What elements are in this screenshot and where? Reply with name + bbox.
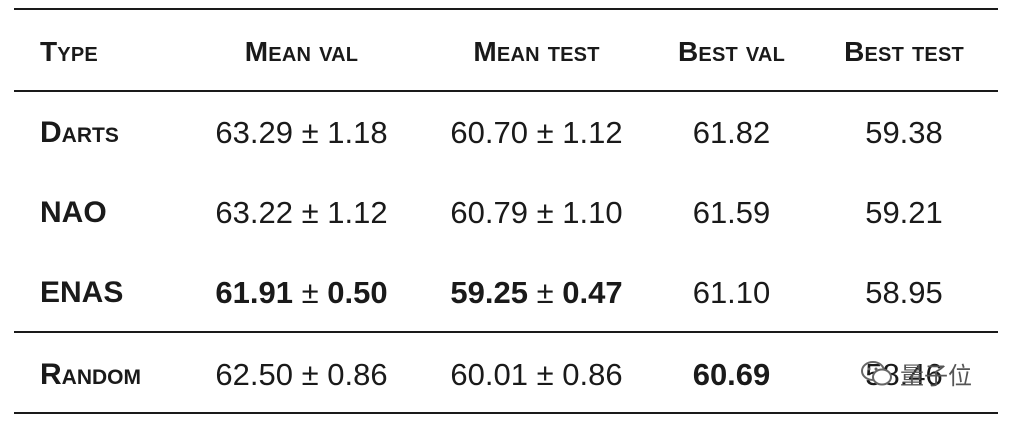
mean-val-std: 1.12 — [327, 195, 388, 230]
mean-val-value: 63.22 — [215, 195, 293, 230]
mean-test-std: 0.47 — [562, 275, 623, 310]
table-header-row: Type Mean val Mean test Best val Best te… — [14, 22, 998, 82]
mean-test-cell: 60.70 ± 1.12 — [419, 103, 654, 163]
best-test-cell: 59.38 — [865, 115, 943, 150]
pm-symbol: ± — [301, 195, 319, 230]
header-mean-test: Mean test — [473, 36, 600, 67]
best-test-cell: 58.95 — [865, 275, 943, 310]
pm-symbol: ± — [536, 275, 554, 310]
header-type: Type — [40, 36, 98, 67]
table-row: ENAS 61.91 ± 0.50 59.25 ± 0.47 61.10 58.… — [14, 263, 998, 323]
best-val-cell: 61.10 — [692, 275, 771, 310]
mean-test-cell: 60.79 ± 1.10 — [419, 183, 654, 243]
mean-val-std: 0.50 — [327, 275, 388, 310]
mean-val-cell: 62.50 ± 0.86 — [184, 345, 419, 405]
pm-symbol: ± — [301, 275, 319, 310]
best-val-cell: 61.82 — [692, 115, 771, 150]
row-type: ENAS — [40, 276, 124, 309]
section-rule — [14, 331, 998, 333]
mean-val-std: 0.86 — [327, 357, 388, 392]
header-rule — [14, 90, 998, 92]
table-row: Darts 63.29 ± 1.18 60.70 ± 1.12 61.82 59… — [14, 103, 998, 163]
row-type: Random — [40, 358, 141, 391]
mean-val-std: 1.18 — [327, 115, 388, 150]
watermark-text: 量子位 — [900, 363, 972, 390]
table-row: Random 62.50 ± 0.86 60.01 ± 0.86 60.69 5… — [14, 345, 998, 405]
watermark: 量子位 — [860, 356, 972, 391]
best-test-cell: 59.21 — [865, 195, 943, 230]
pm-symbol: ± — [536, 115, 554, 150]
mean-val-value: 63.29 — [215, 115, 293, 150]
table-bottom-rule — [14, 412, 998, 414]
wechat-icon — [860, 360, 894, 388]
best-val-cell: 61.59 — [692, 195, 771, 230]
mean-test-value: 59.25 — [450, 275, 528, 310]
pm-symbol: ± — [536, 195, 554, 230]
pm-symbol: ± — [536, 357, 554, 392]
header-mean-val: Mean val — [244, 36, 359, 67]
mean-test-value: 60.79 — [450, 195, 528, 230]
table-row: NAO 63.22 ± 1.12 60.79 ± 1.10 61.59 59.2… — [14, 183, 998, 243]
mean-val-value: 61.91 — [215, 275, 293, 310]
header-best-val: Best val — [677, 36, 785, 67]
mean-test-std: 1.12 — [562, 115, 623, 150]
mean-test-std: 1.10 — [562, 195, 623, 230]
mean-test-cell: 59.25 ± 0.47 — [419, 263, 654, 323]
mean-test-value: 60.70 — [450, 115, 528, 150]
pm-symbol: ± — [301, 115, 319, 150]
mean-test-cell: 60.01 ± 0.86 — [419, 345, 654, 405]
mean-test-value: 60.01 — [450, 357, 528, 392]
mean-val-cell: 63.22 ± 1.12 — [184, 183, 419, 243]
row-type: Darts — [40, 116, 119, 149]
mean-val-cell: 61.91 ± 0.50 — [184, 263, 419, 323]
pm-symbol: ± — [301, 357, 319, 392]
row-type: NAO — [40, 196, 107, 229]
table-top-rule — [14, 8, 998, 10]
header-best-test: Best test — [844, 36, 964, 67]
mean-val-value: 62.50 — [215, 357, 293, 392]
best-val-cell: 60.69 — [692, 357, 771, 392]
mean-val-cell: 63.29 ± 1.18 — [184, 103, 419, 163]
mean-test-std: 0.86 — [562, 357, 623, 392]
